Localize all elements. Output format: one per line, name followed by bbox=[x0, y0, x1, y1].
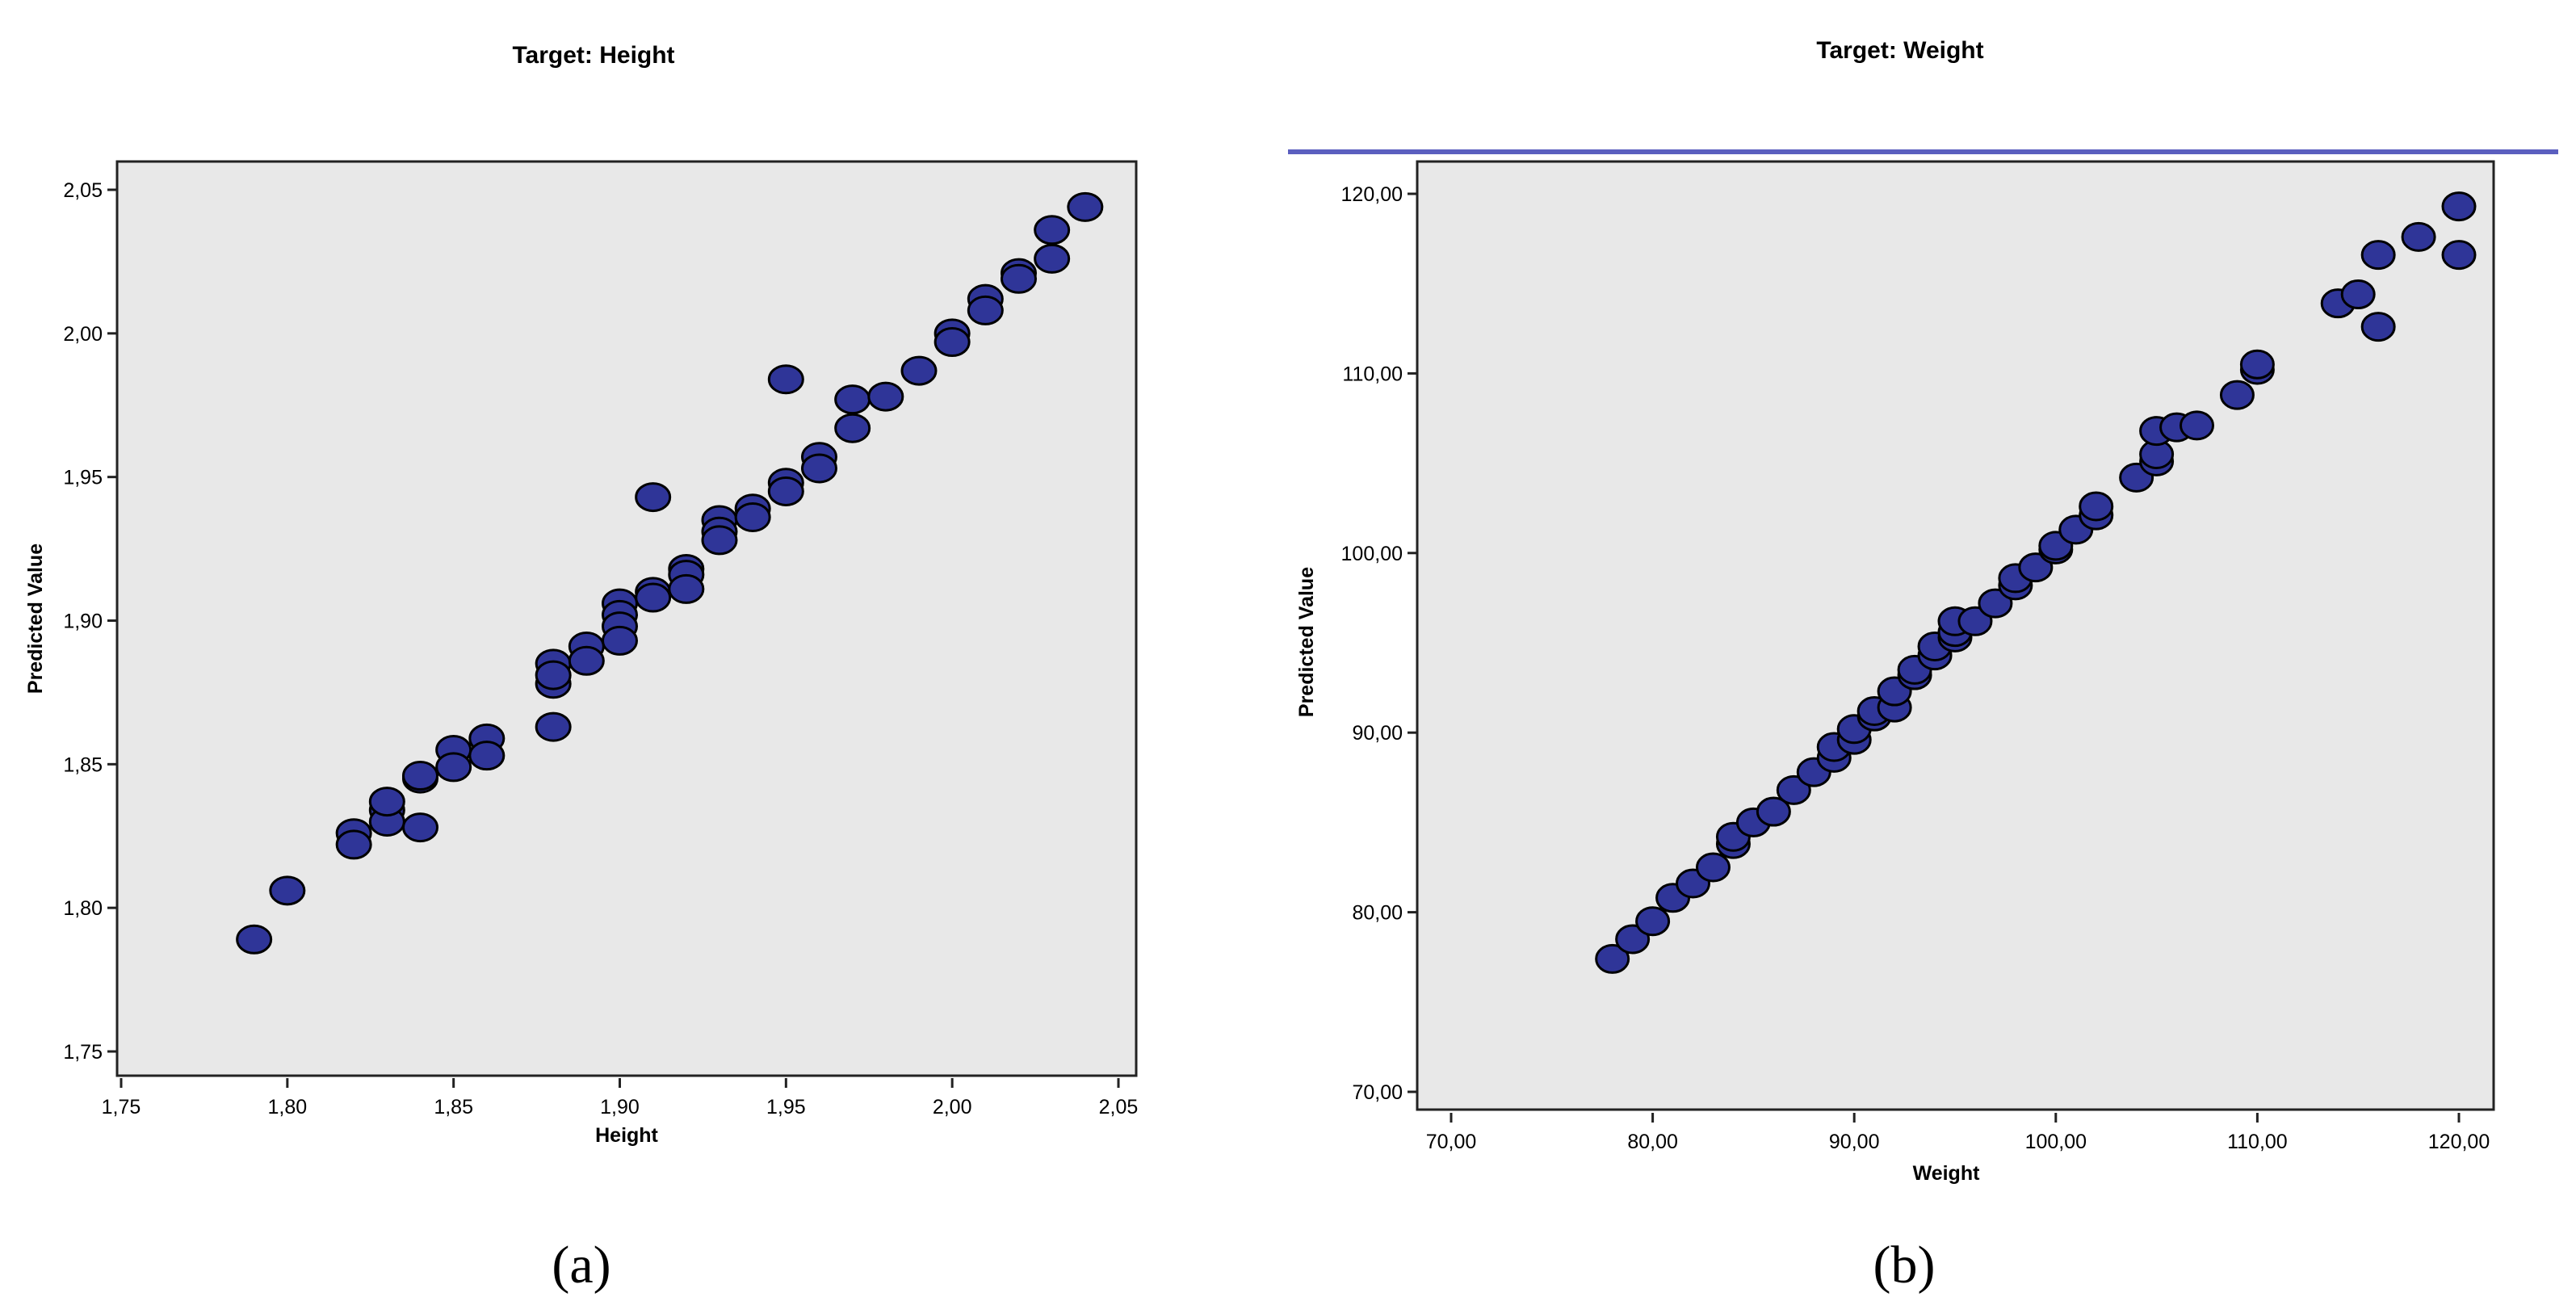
data-point bbox=[535, 711, 572, 742]
data-point bbox=[2441, 240, 2477, 271]
y-axis-label: Predicted Value bbox=[24, 543, 47, 694]
data-point bbox=[1615, 924, 1651, 955]
data-point bbox=[900, 355, 938, 386]
x-tick-label: 120,00 bbox=[2428, 1131, 2490, 1153]
y-axis-ticks: 1,75 1,80 1,85 1,90 1,95 2,00 2,05 bbox=[63, 179, 117, 1064]
data-point bbox=[1034, 243, 1071, 274]
data-point bbox=[402, 812, 438, 843]
data-point bbox=[701, 525, 738, 556]
data-point bbox=[2340, 279, 2376, 310]
y-tick-label: 80,00 bbox=[1352, 902, 1403, 925]
x-tick-label: 90,00 bbox=[1829, 1131, 1880, 1153]
data-point bbox=[1776, 774, 1811, 805]
x-tick-label: 100,00 bbox=[2025, 1131, 2087, 1153]
y-tick-label: 120,00 bbox=[1341, 183, 1403, 206]
data-point bbox=[767, 476, 804, 506]
data-point bbox=[1978, 588, 2013, 619]
data-point bbox=[734, 502, 771, 532]
x-tick-label: 1,85 bbox=[434, 1096, 473, 1118]
y-axis-label: Predicted Value bbox=[1295, 567, 1318, 717]
data-point bbox=[635, 582, 672, 613]
y-tick-label: 1,90 bbox=[63, 611, 103, 633]
x-tick-label: 110,00 bbox=[2227, 1131, 2288, 1153]
data-point bbox=[435, 752, 472, 783]
data-point bbox=[1756, 796, 1791, 827]
data-point bbox=[2360, 240, 2396, 271]
y-tick-label: 70,00 bbox=[1352, 1081, 1403, 1104]
data-point bbox=[933, 327, 971, 358]
data-point bbox=[2180, 410, 2215, 441]
data-point bbox=[1635, 906, 1671, 937]
data-point bbox=[2018, 552, 2054, 583]
data-point bbox=[834, 413, 871, 443]
x-tick-label: 2,05 bbox=[1099, 1096, 1139, 1118]
data-point bbox=[834, 384, 871, 415]
data-point bbox=[269, 875, 306, 906]
y-tick-label: 2,05 bbox=[63, 179, 103, 202]
y-axis-ticks: 70,00 80,00 90,00 100,00 110,00 120,00 bbox=[1341, 183, 1417, 1104]
x-axis-label: Weight bbox=[1913, 1162, 1981, 1185]
data-point bbox=[668, 573, 705, 604]
x-tick-label: 2,00 bbox=[933, 1096, 972, 1118]
x-tick-label: 80,00 bbox=[1627, 1131, 1678, 1153]
data-point bbox=[1695, 852, 1731, 883]
data-point bbox=[2239, 349, 2275, 380]
data-point bbox=[2441, 191, 2477, 222]
data-points bbox=[1595, 191, 2477, 974]
y-tick-label: 1,85 bbox=[63, 753, 103, 776]
chart-panel-height: Target: Height 1,75 1,80 1,85 1,90 1,95 2,00 2… bbox=[24, 42, 1138, 1295]
data-point bbox=[468, 741, 506, 771]
data-point bbox=[867, 381, 904, 412]
chart-title: Target: Weight bbox=[1816, 37, 1983, 64]
data-point bbox=[1957, 606, 1993, 636]
data-point bbox=[2219, 380, 2255, 410]
y-tick-label: 2,00 bbox=[63, 323, 103, 346]
x-tick-label: 1,75 bbox=[102, 1096, 141, 1118]
data-point bbox=[2079, 491, 2114, 522]
y-tick-label: 110,00 bbox=[1342, 363, 1403, 385]
x-tick-label: 1,80 bbox=[267, 1096, 307, 1118]
y-tick-label: 1,80 bbox=[63, 897, 103, 920]
data-point bbox=[368, 787, 405, 817]
data-point bbox=[568, 645, 605, 676]
data-point bbox=[236, 924, 273, 955]
data-point bbox=[1595, 943, 1630, 974]
y-tick-label: 100,00 bbox=[1341, 543, 1403, 565]
x-tick-label: 1,95 bbox=[766, 1096, 806, 1118]
x-tick-label: 70,00 bbox=[1426, 1131, 1477, 1153]
data-point bbox=[2401, 221, 2436, 252]
y-tick-label: 1,95 bbox=[63, 467, 103, 489]
data-point bbox=[402, 761, 438, 791]
x-axis-label: Height bbox=[595, 1124, 658, 1147]
data-point bbox=[1034, 215, 1071, 246]
panel-label: (a) bbox=[552, 1236, 610, 1295]
x-axis-ticks: 1,75 1,80 1,85 1,90 1,95 2,00 2,05 bbox=[102, 1078, 1139, 1118]
y-tick-label: 1,75 bbox=[63, 1041, 103, 1064]
panel-label: (b) bbox=[1873, 1236, 1936, 1295]
chart-title: Target: Height bbox=[512, 42, 674, 69]
data-point bbox=[602, 625, 638, 656]
data-point bbox=[535, 660, 572, 690]
x-axis-ticks: 70,00 80,00 90,00 100,00 110,00 120,00 bbox=[1426, 1113, 2490, 1153]
data-point bbox=[1067, 191, 1104, 222]
data-point bbox=[335, 829, 372, 860]
data-point bbox=[767, 364, 804, 395]
data-point bbox=[967, 295, 1004, 325]
x-tick-label: 1,90 bbox=[600, 1096, 640, 1118]
data-points bbox=[236, 191, 1104, 955]
y-tick-label: 90,00 bbox=[1352, 722, 1403, 745]
data-point bbox=[801, 453, 837, 484]
data-point bbox=[2360, 312, 2396, 342]
chart-panel-weight: Target: Weight 70,00 80,00 90,00 100,00 110,… bbox=[1295, 37, 2495, 1295]
data-point bbox=[1001, 263, 1037, 294]
data-point bbox=[635, 482, 672, 513]
